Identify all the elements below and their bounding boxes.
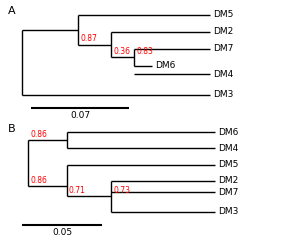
Text: 0.87: 0.87 xyxy=(80,34,97,43)
Text: 0.05: 0.05 xyxy=(52,228,72,236)
Text: 0.73: 0.73 xyxy=(114,186,131,195)
Text: DM2: DM2 xyxy=(214,27,234,36)
Text: 0.83: 0.83 xyxy=(136,47,153,56)
Text: DM5: DM5 xyxy=(218,160,238,169)
Text: DM5: DM5 xyxy=(214,10,234,19)
Text: 0.71: 0.71 xyxy=(69,186,86,195)
Text: DM7: DM7 xyxy=(214,44,234,53)
Text: DM6: DM6 xyxy=(218,128,238,137)
Text: DM7: DM7 xyxy=(218,188,238,197)
Text: A: A xyxy=(8,6,16,17)
Text: DM3: DM3 xyxy=(218,207,238,216)
Text: DM4: DM4 xyxy=(214,70,234,79)
Text: 0.07: 0.07 xyxy=(70,111,90,121)
Text: DM6: DM6 xyxy=(155,61,175,70)
Text: DM2: DM2 xyxy=(218,176,238,185)
Text: 0.86: 0.86 xyxy=(31,130,48,139)
Text: DM4: DM4 xyxy=(218,144,238,153)
Text: B: B xyxy=(8,124,16,134)
Text: 0.36: 0.36 xyxy=(114,47,131,56)
Text: DM3: DM3 xyxy=(214,90,234,99)
Text: 0.86: 0.86 xyxy=(31,176,48,185)
